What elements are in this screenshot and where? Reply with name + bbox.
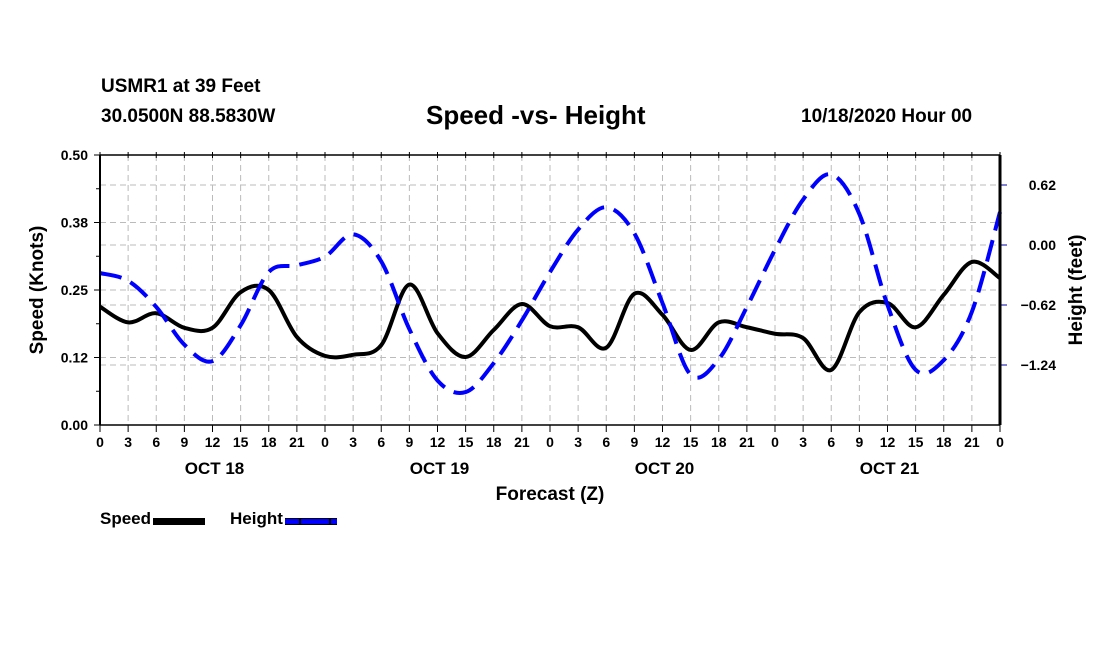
- date-label: OCT 21: [860, 459, 920, 478]
- x-tick-label: 15: [233, 434, 249, 450]
- legend-height: Height: [230, 509, 337, 529]
- x-tick-label: 18: [711, 434, 727, 450]
- x-tick-label: 3: [799, 434, 807, 450]
- x-tick-label: 6: [827, 434, 835, 450]
- x-tick-label: 18: [936, 434, 952, 450]
- x-tick-label: 18: [261, 434, 277, 450]
- x-tick-label: 0: [996, 434, 1004, 450]
- y2-tick-label: −0.62: [1021, 297, 1057, 313]
- x-tick-label: 15: [683, 434, 699, 450]
- x-tick-label: 12: [205, 434, 221, 450]
- y2-axis-title: Height (feet): [1066, 235, 1087, 346]
- series-line-height: [99, 172, 1002, 395]
- x-tick-label: 3: [574, 434, 582, 450]
- legend-height-swatch: [284, 517, 337, 525]
- x-tick-label: 9: [855, 434, 863, 450]
- x-tick-label: 21: [964, 434, 980, 450]
- x-tick-label: 21: [289, 434, 305, 450]
- coordinates-label: 30.0500N 88.5830W: [101, 106, 276, 127]
- x-tick-label: 3: [349, 434, 357, 450]
- x-tick-label: 0: [771, 434, 779, 450]
- date-label: OCT 18: [185, 459, 245, 478]
- date-label: OCT 20: [635, 459, 695, 478]
- y-tick-label: 0.25: [61, 282, 88, 298]
- x-tick-label: 3: [124, 434, 132, 450]
- series-line-speed: [98, 259, 1002, 373]
- x-tick-label: 21: [739, 434, 755, 450]
- x-tick-label: 6: [602, 434, 610, 450]
- x-tick-label: 15: [908, 434, 924, 450]
- legend-speed: Speed: [100, 509, 206, 529]
- forecast-datetime: 10/18/2020 Hour 00: [801, 106, 973, 127]
- x-tick-label: 6: [377, 434, 385, 450]
- x-tick-label: 12: [880, 434, 896, 450]
- y-tick-label: 0.00: [61, 417, 88, 433]
- y-tick-label: 0.50: [61, 147, 88, 163]
- legend-height-label: Height: [230, 509, 283, 528]
- y-tick-label: 0.38: [61, 215, 88, 231]
- x-tick-label: 6: [152, 434, 160, 450]
- y-axis-title: Speed (Knots): [27, 226, 48, 355]
- axis-labels: 0 3 6 9 12 15 18 21 0 3 6 9 12 15 18 21 0 3 6 9 12 15 18 21 0 3 6 9…: [27, 147, 1087, 505]
- legend-speed-label: Speed: [100, 509, 152, 528]
- x-tick-label: 12: [655, 434, 671, 450]
- series-group: [98, 172, 1002, 395]
- chart-title: Speed -vs- Height: [426, 100, 646, 130]
- x-tick-label: 9: [405, 434, 413, 450]
- y-tick-label: 0.12: [61, 350, 88, 366]
- x-tick-label: 15: [458, 434, 474, 450]
- y2-tick-label: 0.00: [1029, 237, 1056, 253]
- station-label: USMR1 at 39 Feet: [101, 76, 261, 97]
- y2-tick-label: −1.24: [1021, 357, 1057, 373]
- x-tick-label: 0: [96, 434, 104, 450]
- grid-lines: [100, 155, 1000, 425]
- axes: [94, 152, 1007, 432]
- x-axis-title: Forecast (Z): [496, 484, 605, 505]
- legend-speed-swatch: [153, 517, 206, 525]
- x-tick-label: 9: [630, 434, 638, 450]
- x-tick-label: 18: [486, 434, 502, 450]
- x-tick-label: 12: [430, 434, 446, 450]
- y2-tick-label: 0.62: [1029, 177, 1056, 193]
- x-tick-label: 0: [321, 434, 329, 450]
- x-tick-label: 9: [180, 434, 188, 450]
- x-tick-label: 0: [546, 434, 554, 450]
- x-tick-label: 21: [514, 434, 530, 450]
- date-label: OCT 19: [410, 459, 470, 478]
